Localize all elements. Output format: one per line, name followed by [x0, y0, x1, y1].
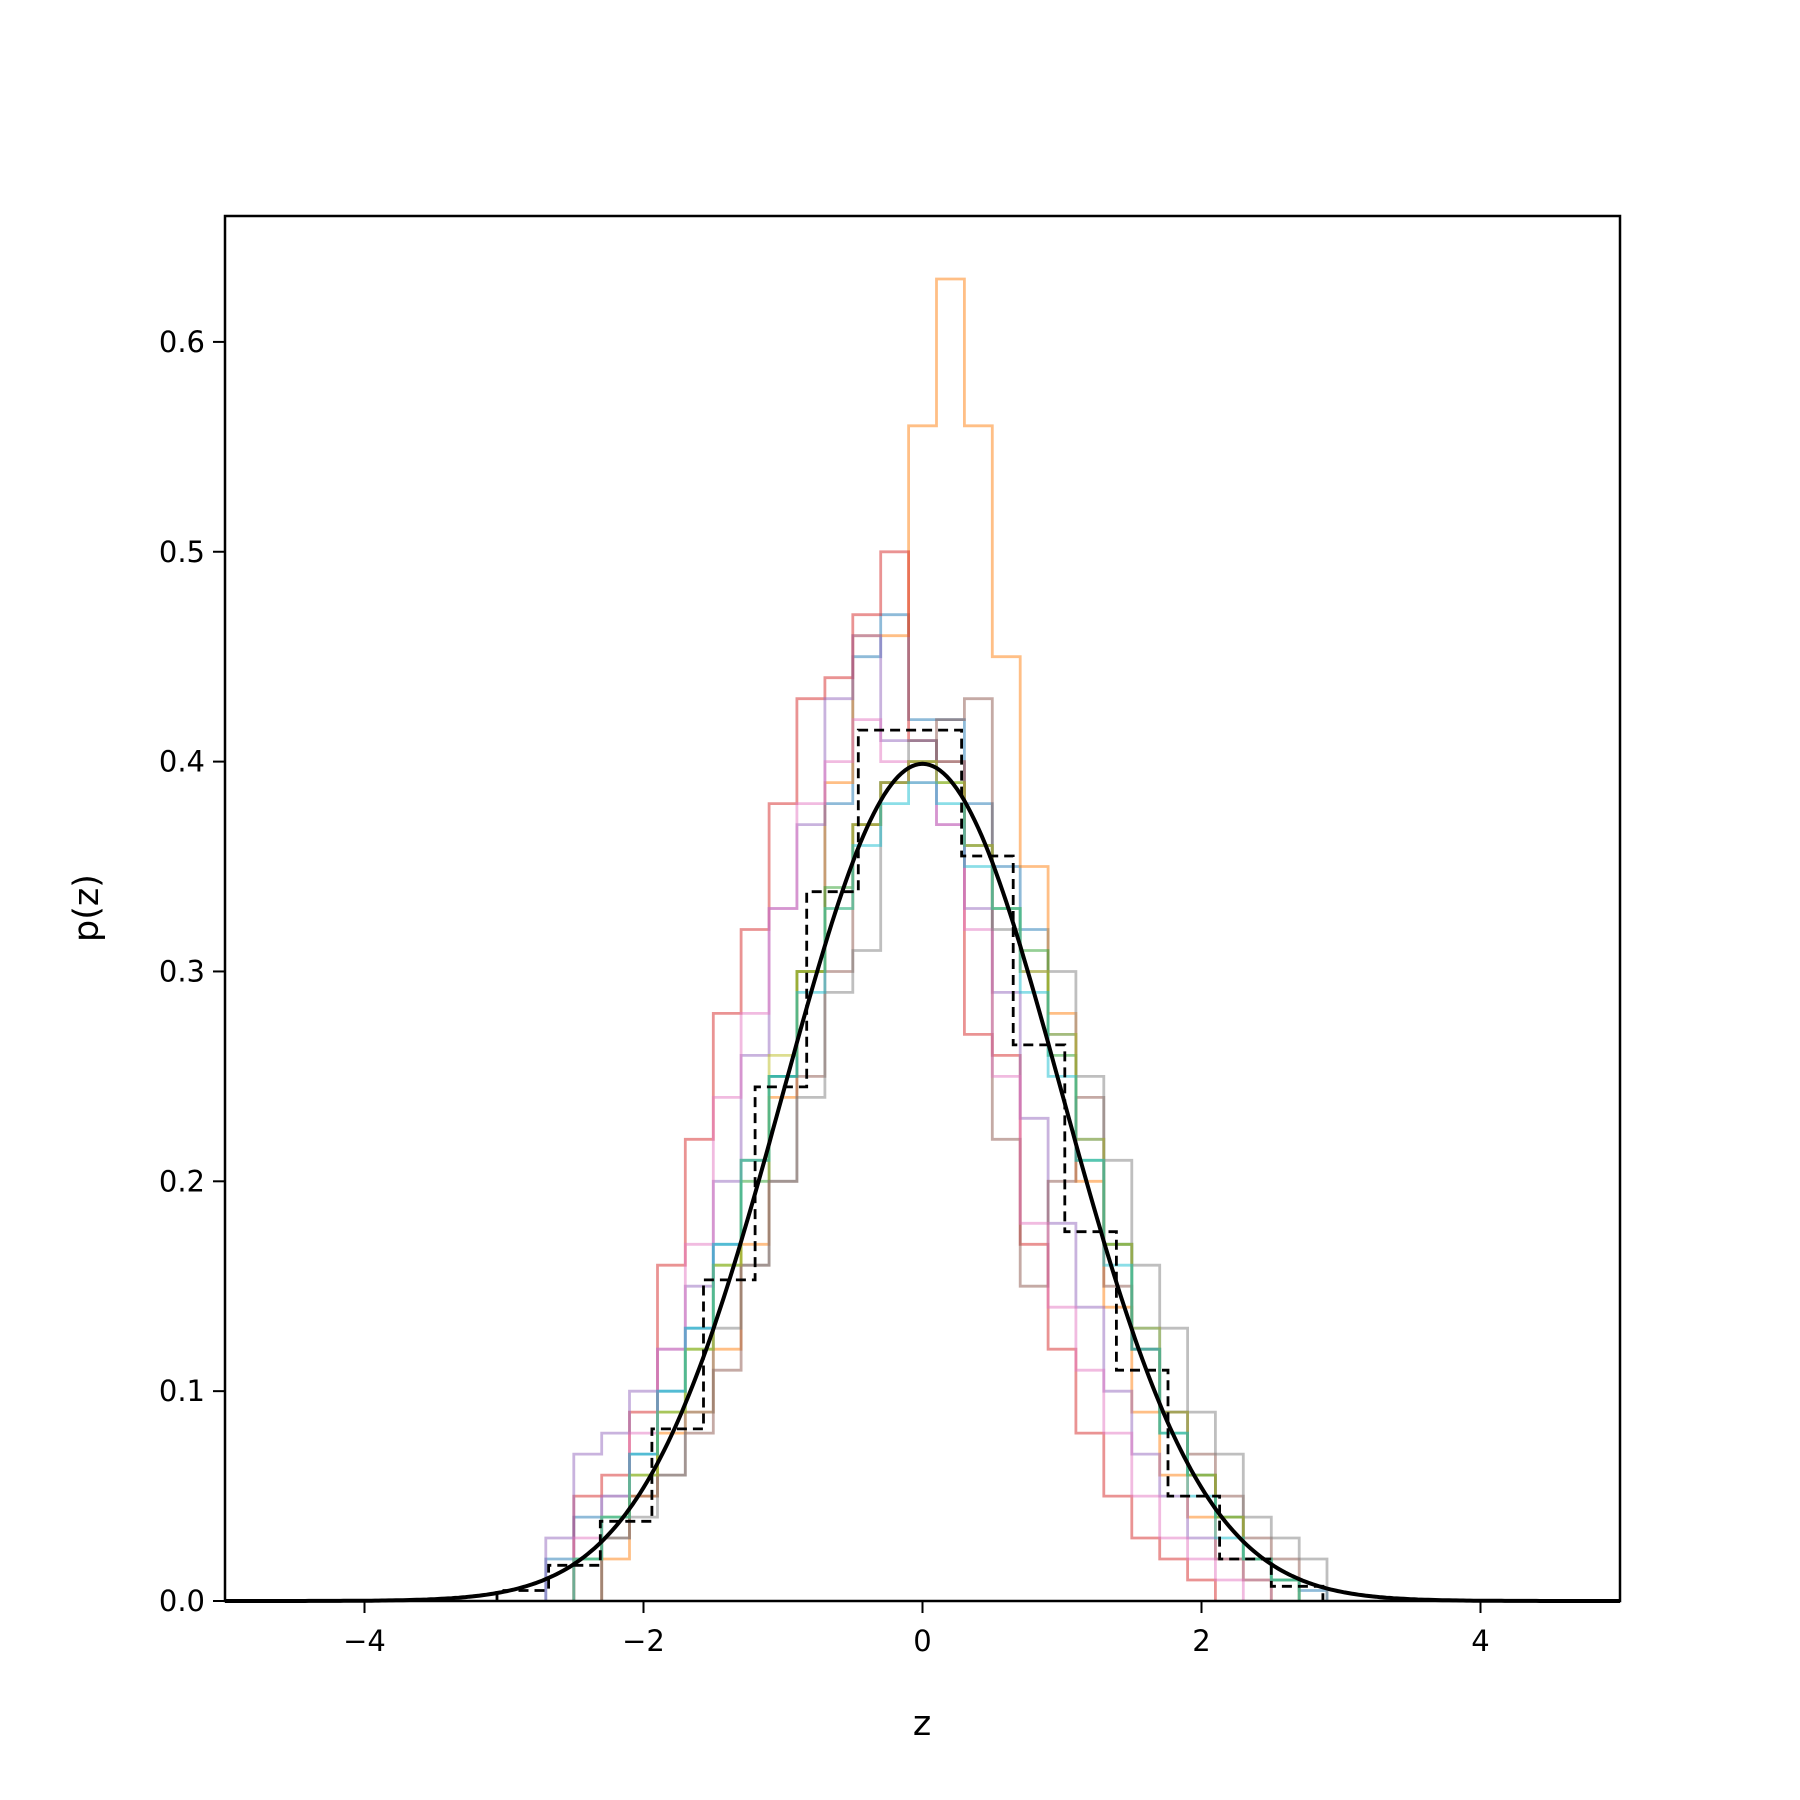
y-tick-label: 0.5 — [159, 535, 205, 569]
x-tick-label: 4 — [1471, 1624, 1489, 1658]
plot-background — [225, 216, 1620, 1601]
x-tick-label: 2 — [1192, 1624, 1210, 1658]
y-axis-label: p(z) — [67, 874, 107, 942]
histogram-series-3 — [572, 550, 1217, 1601]
y-tick-label: 0.3 — [159, 954, 205, 988]
y-tick-label: 0.6 — [159, 325, 205, 359]
x-tick-label: −2 — [622, 1624, 665, 1658]
x-axis-ticks: −4 −2 0 2 4 — [343, 1601, 1490, 1658]
curve-group — [225, 761, 1620, 1603]
y-axis-ticks: 0.0 0.1 0.2 0.3 0.4 0.5 0.6 — [159, 325, 225, 1618]
histograms-group — [544, 277, 1329, 1601]
y-tick-label: 0.2 — [159, 1164, 205, 1198]
y-tick-label: 0.4 — [159, 745, 205, 779]
histogram-series-7 — [600, 739, 1329, 1601]
x-tick-label: 0 — [913, 1624, 931, 1658]
histogram-series-9 — [572, 781, 1301, 1601]
normal-pdf-curve — [225, 761, 1620, 1603]
x-tick-label: −4 — [343, 1624, 386, 1658]
y-tick-label: 0.0 — [159, 1584, 205, 1618]
x-axis-label: z — [913, 1704, 931, 1744]
y-tick-label: 0.1 — [159, 1374, 205, 1408]
